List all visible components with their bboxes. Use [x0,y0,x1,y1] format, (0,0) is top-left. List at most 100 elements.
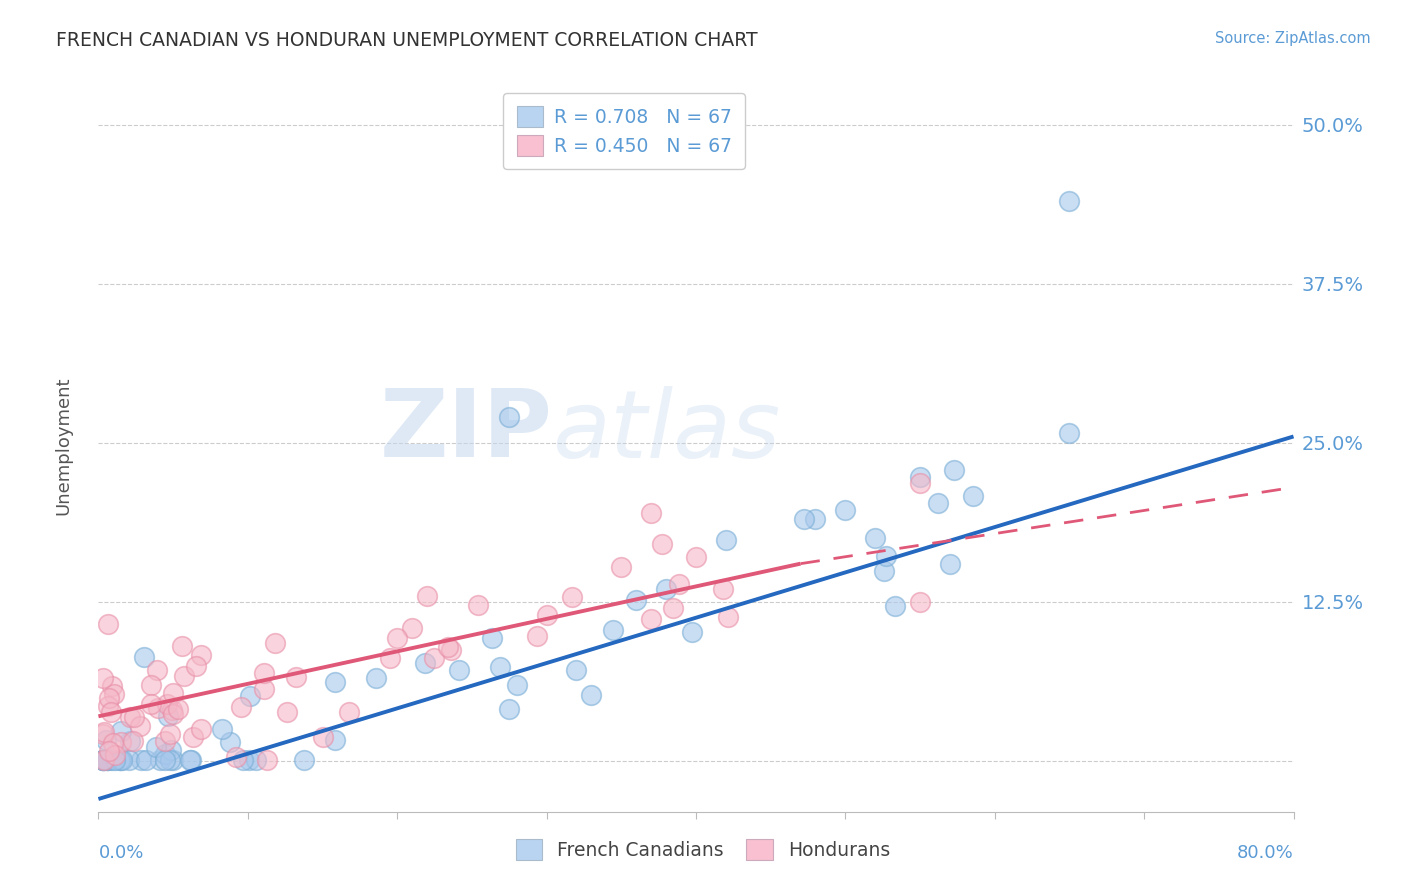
Point [148,753,170,767]
Point [401,621,423,635]
Point [128,719,150,733]
Point [94,732,117,747]
Point [624,592,647,607]
Point [120,709,142,723]
Point [93,753,115,767]
Point [908,595,931,609]
Point [190,723,212,737]
Point [132,650,155,665]
Point [834,503,856,517]
Point [211,722,233,736]
Point [96,753,118,767]
Point [108,753,131,767]
Point [256,753,278,767]
Point [640,612,662,626]
Point [157,708,180,723]
Point [423,650,446,665]
Point [711,582,734,596]
Text: ZIP: ZIP [380,385,553,477]
Point [173,668,195,682]
Point [179,753,201,767]
Point [415,657,437,671]
Point [162,753,184,767]
Point [183,730,205,744]
Point [561,590,583,604]
Legend: French Canadians, Hondurans: French Canadians, Hondurans [506,830,900,869]
Point [962,489,984,503]
Point [104,753,127,767]
Point [91,753,114,767]
Point [184,659,207,673]
Point [610,560,633,574]
Point [378,650,401,665]
Point [166,702,188,716]
Text: atlas: atlas [553,386,780,477]
Point [122,709,145,723]
Point [111,753,134,767]
Point [159,727,181,741]
Point [875,549,897,563]
Point [440,642,463,657]
Point [91,753,114,767]
Text: Source: ZipAtlas.com: Source: ZipAtlas.com [1215,31,1371,46]
Point [284,670,307,684]
Point [804,512,827,526]
Point [489,660,512,674]
Point [135,753,157,767]
Point [160,703,183,717]
Point [118,753,141,767]
Point [526,629,548,643]
Point [96,753,118,767]
Point [640,506,662,520]
Point [160,742,183,756]
Point [170,639,193,653]
Point [681,625,703,640]
Point [239,689,262,703]
Point [498,702,520,716]
Point [101,753,124,767]
Point [96,753,118,767]
Point [602,623,624,637]
Point [145,739,167,754]
Point [449,663,471,677]
Point [153,753,176,767]
Point [662,600,685,615]
Point [91,671,114,685]
Point [110,724,132,739]
Point [263,636,285,650]
Point [159,753,181,767]
Point [416,590,439,604]
Point [325,732,347,747]
Point [506,677,529,691]
Point [325,675,347,690]
Point [190,648,212,662]
Point [1059,426,1081,441]
Point [668,577,690,591]
Point [225,750,247,764]
Text: 80.0%: 80.0% [1237,844,1294,862]
Point [536,607,558,622]
Point [883,599,905,613]
Point [565,663,588,677]
Point [120,734,142,748]
Point [232,753,254,767]
Point [91,753,114,767]
Point [231,700,253,714]
Point [97,744,120,758]
Point [146,664,169,678]
Point [162,707,184,722]
Point [180,753,202,767]
Point [1059,194,1081,208]
Point [793,512,815,526]
Point [873,564,896,578]
Point [219,735,242,749]
Point [481,631,503,645]
Point [91,753,114,767]
Point [104,747,127,762]
Point [276,705,298,719]
Point [139,697,162,711]
Point [162,686,184,700]
Point [129,753,152,767]
Point [91,727,114,741]
Point [101,679,124,693]
